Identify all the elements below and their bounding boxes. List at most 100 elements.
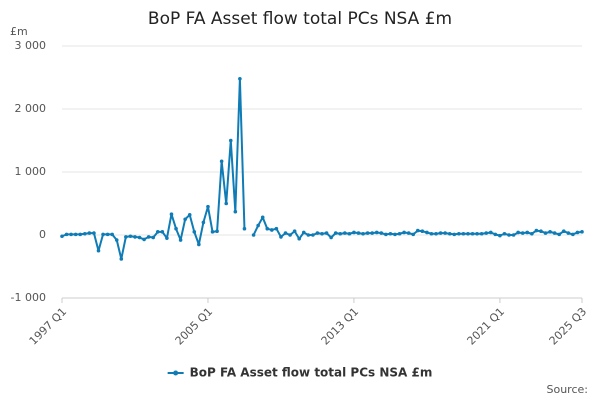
point	[352, 230, 356, 235]
point	[187, 213, 192, 217]
point	[301, 230, 306, 235]
x-tick-label: 2013 Q1	[319, 305, 362, 348]
point	[329, 235, 333, 240]
point	[475, 231, 479, 236]
y-tick-label: 2 000	[15, 102, 47, 115]
point	[434, 231, 438, 236]
point	[479, 231, 484, 236]
x-tick-label: 2005 Q1	[173, 305, 216, 348]
source: Source:	[547, 383, 589, 396]
legend: BoP FA Asset flow total PCs NSA £m	[167, 366, 432, 380]
point	[356, 231, 361, 235]
point	[87, 231, 92, 235]
y-tick-label: -1 000	[11, 291, 46, 304]
point	[425, 230, 429, 235]
point	[151, 235, 156, 240]
point	[343, 231, 347, 235]
point	[374, 230, 379, 235]
point	[224, 201, 229, 206]
point	[402, 230, 406, 235]
point	[260, 215, 265, 220]
point	[438, 231, 443, 235]
point	[347, 231, 352, 236]
point	[105, 232, 110, 237]
point	[575, 230, 580, 235]
point	[192, 230, 197, 234]
point	[142, 237, 146, 242]
point	[78, 232, 83, 237]
point	[238, 76, 242, 81]
point	[101, 232, 105, 237]
point	[552, 231, 557, 235]
point	[256, 223, 260, 228]
point	[379, 231, 384, 235]
point	[415, 228, 420, 233]
y-tick-label: 0	[39, 228, 46, 241]
point	[183, 217, 187, 222]
point	[279, 235, 283, 239]
point	[461, 231, 466, 236]
point	[525, 230, 530, 235]
chart-title: BoP FA Asset flow total PCs NSA £m	[148, 9, 452, 29]
point	[498, 233, 502, 238]
point	[511, 233, 516, 237]
point	[215, 229, 219, 234]
point	[566, 231, 571, 235]
point	[288, 233, 292, 237]
y-unit: £m	[10, 25, 28, 38]
point	[124, 235, 128, 239]
point	[388, 231, 393, 236]
point	[219, 159, 224, 164]
point	[233, 209, 238, 214]
y-tick-label: 3 000	[15, 39, 47, 52]
point	[210, 230, 215, 234]
x-tick-label: 2025 Q3	[547, 305, 590, 348]
point	[338, 231, 343, 236]
point	[201, 220, 206, 225]
point	[133, 235, 137, 239]
point	[411, 232, 416, 237]
y-tick-label: 1 000	[15, 165, 47, 178]
point	[365, 231, 370, 235]
point	[96, 248, 101, 253]
point	[315, 231, 320, 235]
point	[165, 236, 169, 240]
point	[174, 226, 178, 231]
point	[548, 230, 552, 234]
point	[160, 230, 165, 234]
point	[69, 232, 73, 237]
point	[297, 236, 301, 241]
point	[274, 226, 279, 231]
point	[384, 232, 388, 237]
point	[520, 231, 525, 235]
point	[128, 234, 133, 239]
point	[571, 232, 575, 237]
point	[502, 231, 507, 236]
point	[114, 238, 119, 242]
point	[242, 226, 247, 231]
point	[333, 231, 338, 235]
point	[292, 229, 297, 234]
point	[420, 229, 425, 234]
point	[251, 233, 256, 237]
point	[543, 231, 548, 235]
point	[60, 234, 64, 239]
point	[306, 233, 311, 237]
point	[324, 231, 329, 235]
point	[370, 231, 374, 235]
x-tick-label: 1997 Q1	[27, 305, 70, 348]
point	[64, 232, 69, 237]
legend-marker	[173, 370, 179, 376]
x-tick-label: 2021 Q1	[465, 305, 508, 348]
point	[493, 232, 498, 237]
point	[169, 212, 174, 217]
point	[447, 231, 452, 236]
point	[488, 230, 493, 235]
point	[561, 229, 566, 234]
point	[361, 231, 365, 236]
point	[146, 235, 151, 239]
point	[320, 231, 324, 236]
point	[110, 232, 114, 237]
point	[137, 235, 142, 240]
